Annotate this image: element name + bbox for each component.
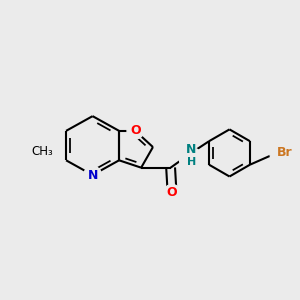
Text: CH₃: CH₃: [32, 145, 53, 158]
Circle shape: [270, 142, 292, 164]
Text: O: O: [130, 124, 141, 137]
Text: H: H: [187, 157, 196, 167]
Circle shape: [127, 123, 143, 139]
Text: O: O: [167, 186, 177, 199]
Circle shape: [164, 184, 180, 201]
Circle shape: [84, 166, 101, 184]
Text: N: N: [186, 143, 196, 157]
Circle shape: [29, 138, 56, 165]
Text: N: N: [87, 169, 98, 182]
Circle shape: [179, 148, 203, 171]
Text: Br: Br: [277, 146, 293, 159]
